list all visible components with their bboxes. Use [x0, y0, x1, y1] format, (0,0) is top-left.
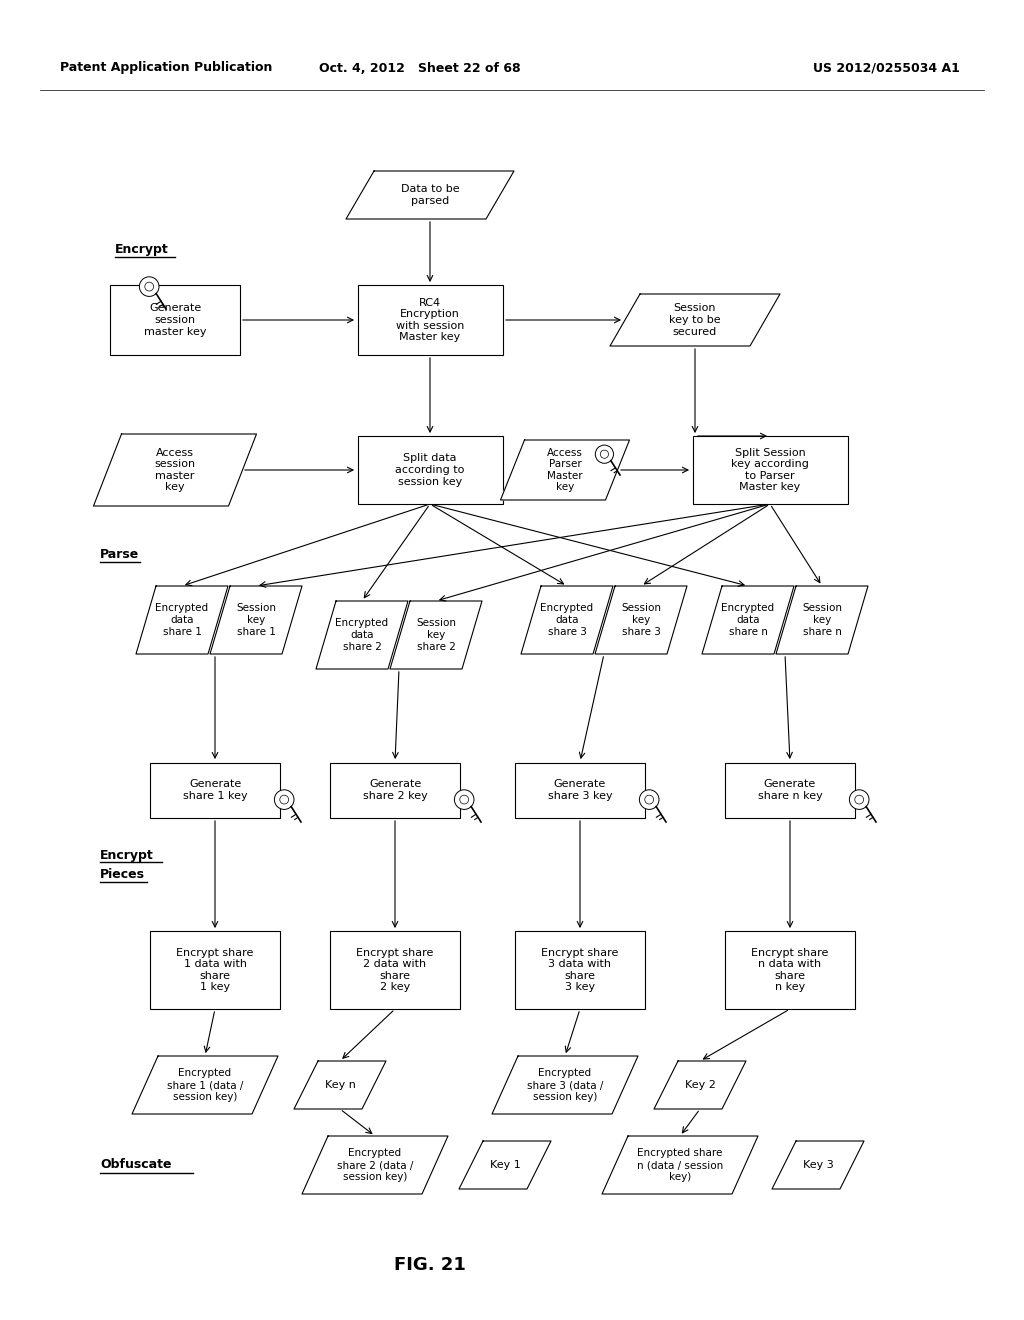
Polygon shape — [492, 1056, 638, 1114]
Text: Generate
share 2 key: Generate share 2 key — [362, 779, 427, 801]
Text: Session
key
share n: Session key share n — [802, 603, 842, 636]
Bar — [725, 763, 855, 817]
Text: Encrypt share
1 data with
share
1 key: Encrypt share 1 data with share 1 key — [176, 948, 254, 993]
Text: Encrypted
data
share 2: Encrypted data share 2 — [336, 618, 388, 652]
Polygon shape — [93, 434, 256, 506]
Polygon shape — [136, 586, 228, 653]
Text: Encrypted
share 3 (data /
session key): Encrypted share 3 (data / session key) — [526, 1068, 603, 1102]
Text: Key 3: Key 3 — [803, 1160, 834, 1170]
Text: Encrypted
share 2 (data /
session key): Encrypted share 2 (data / session key) — [337, 1148, 414, 1181]
Text: Encrypted
share 1 (data /
session key): Encrypted share 1 (data / session key) — [167, 1068, 243, 1102]
Text: Data to be
parsed: Data to be parsed — [400, 185, 460, 206]
Text: Key n: Key n — [325, 1080, 355, 1090]
Text: Session
key
share 1: Session key share 1 — [236, 603, 276, 636]
Text: Key 2: Key 2 — [685, 1080, 716, 1090]
Circle shape — [639, 789, 659, 809]
Polygon shape — [602, 1137, 758, 1195]
Circle shape — [460, 795, 469, 804]
Text: Oct. 4, 2012   Sheet 22 of 68: Oct. 4, 2012 Sheet 22 of 68 — [319, 62, 521, 74]
Text: Encrypt share
3 data with
share
3 key: Encrypt share 3 data with share 3 key — [542, 948, 618, 993]
Text: Access
Parser
Master
key: Access Parser Master key — [547, 447, 583, 492]
Circle shape — [855, 795, 863, 804]
Polygon shape — [294, 1061, 386, 1109]
Text: Encrypt: Encrypt — [100, 849, 154, 862]
Polygon shape — [772, 1140, 864, 1189]
Circle shape — [455, 789, 474, 809]
Polygon shape — [390, 601, 482, 669]
Bar — [725, 931, 855, 1008]
Text: Split Session
key according
to Parser
Master key: Split Session key according to Parser Ma… — [731, 447, 809, 492]
Bar — [110, 285, 240, 355]
Text: Encrypted
data
share n: Encrypted data share n — [722, 603, 774, 636]
Text: Encrypted share
n (data / session
key): Encrypted share n (data / session key) — [637, 1148, 723, 1181]
Text: Access
session
master
key: Access session master key — [155, 447, 196, 492]
Bar — [150, 763, 280, 817]
Bar — [692, 436, 848, 504]
Circle shape — [144, 282, 154, 290]
Polygon shape — [302, 1137, 449, 1195]
Circle shape — [645, 795, 653, 804]
Text: Split data
according to
session key: Split data according to session key — [395, 453, 465, 487]
Circle shape — [274, 789, 294, 809]
Text: Encrypt share
2 data with
share
2 key: Encrypt share 2 data with share 2 key — [356, 948, 434, 993]
Bar — [330, 763, 460, 817]
Polygon shape — [346, 172, 514, 219]
Circle shape — [595, 445, 613, 463]
Circle shape — [600, 450, 608, 458]
Polygon shape — [210, 586, 302, 653]
Text: Patent Application Publication: Patent Application Publication — [60, 62, 272, 74]
Polygon shape — [132, 1056, 278, 1114]
Text: Generate
session
master key: Generate session master key — [143, 304, 206, 337]
Circle shape — [849, 789, 869, 809]
Text: Encrypted
data
share 3: Encrypted data share 3 — [541, 603, 594, 636]
Text: FIG. 21: FIG. 21 — [394, 1257, 466, 1274]
Bar — [515, 763, 645, 817]
Text: Pieces: Pieces — [100, 869, 145, 882]
Polygon shape — [459, 1140, 551, 1189]
Bar — [330, 931, 460, 1008]
Bar — [357, 436, 503, 504]
Polygon shape — [654, 1061, 746, 1109]
Text: Encrypt: Encrypt — [115, 243, 169, 256]
Polygon shape — [702, 586, 794, 653]
Bar — [515, 931, 645, 1008]
Text: Generate
share 1 key: Generate share 1 key — [182, 779, 248, 801]
Text: Session
key to be
secured: Session key to be secured — [670, 304, 721, 337]
Polygon shape — [776, 586, 868, 653]
Text: Session
key
share 3: Session key share 3 — [621, 603, 662, 636]
Text: Parse: Parse — [100, 549, 139, 561]
Text: Generate
share n key: Generate share n key — [758, 779, 822, 801]
Text: Encrypted
data
share 1: Encrypted data share 1 — [156, 603, 209, 636]
Polygon shape — [610, 294, 780, 346]
Polygon shape — [501, 440, 630, 500]
Text: Encrypt share
n data with
share
n key: Encrypt share n data with share n key — [752, 948, 828, 993]
Circle shape — [280, 795, 289, 804]
Polygon shape — [595, 586, 687, 653]
Bar — [357, 285, 503, 355]
Text: Generate
share 3 key: Generate share 3 key — [548, 779, 612, 801]
Polygon shape — [521, 586, 613, 653]
Circle shape — [139, 277, 159, 297]
Text: Session
key
share 2: Session key share 2 — [416, 618, 456, 652]
Bar — [150, 931, 280, 1008]
Text: US 2012/0255034 A1: US 2012/0255034 A1 — [813, 62, 961, 74]
Text: RC4
Encryption
with session
Master key: RC4 Encryption with session Master key — [396, 297, 464, 342]
Text: Obfuscate: Obfuscate — [100, 1159, 171, 1172]
Text: Key 1: Key 1 — [489, 1160, 520, 1170]
Polygon shape — [316, 601, 408, 669]
